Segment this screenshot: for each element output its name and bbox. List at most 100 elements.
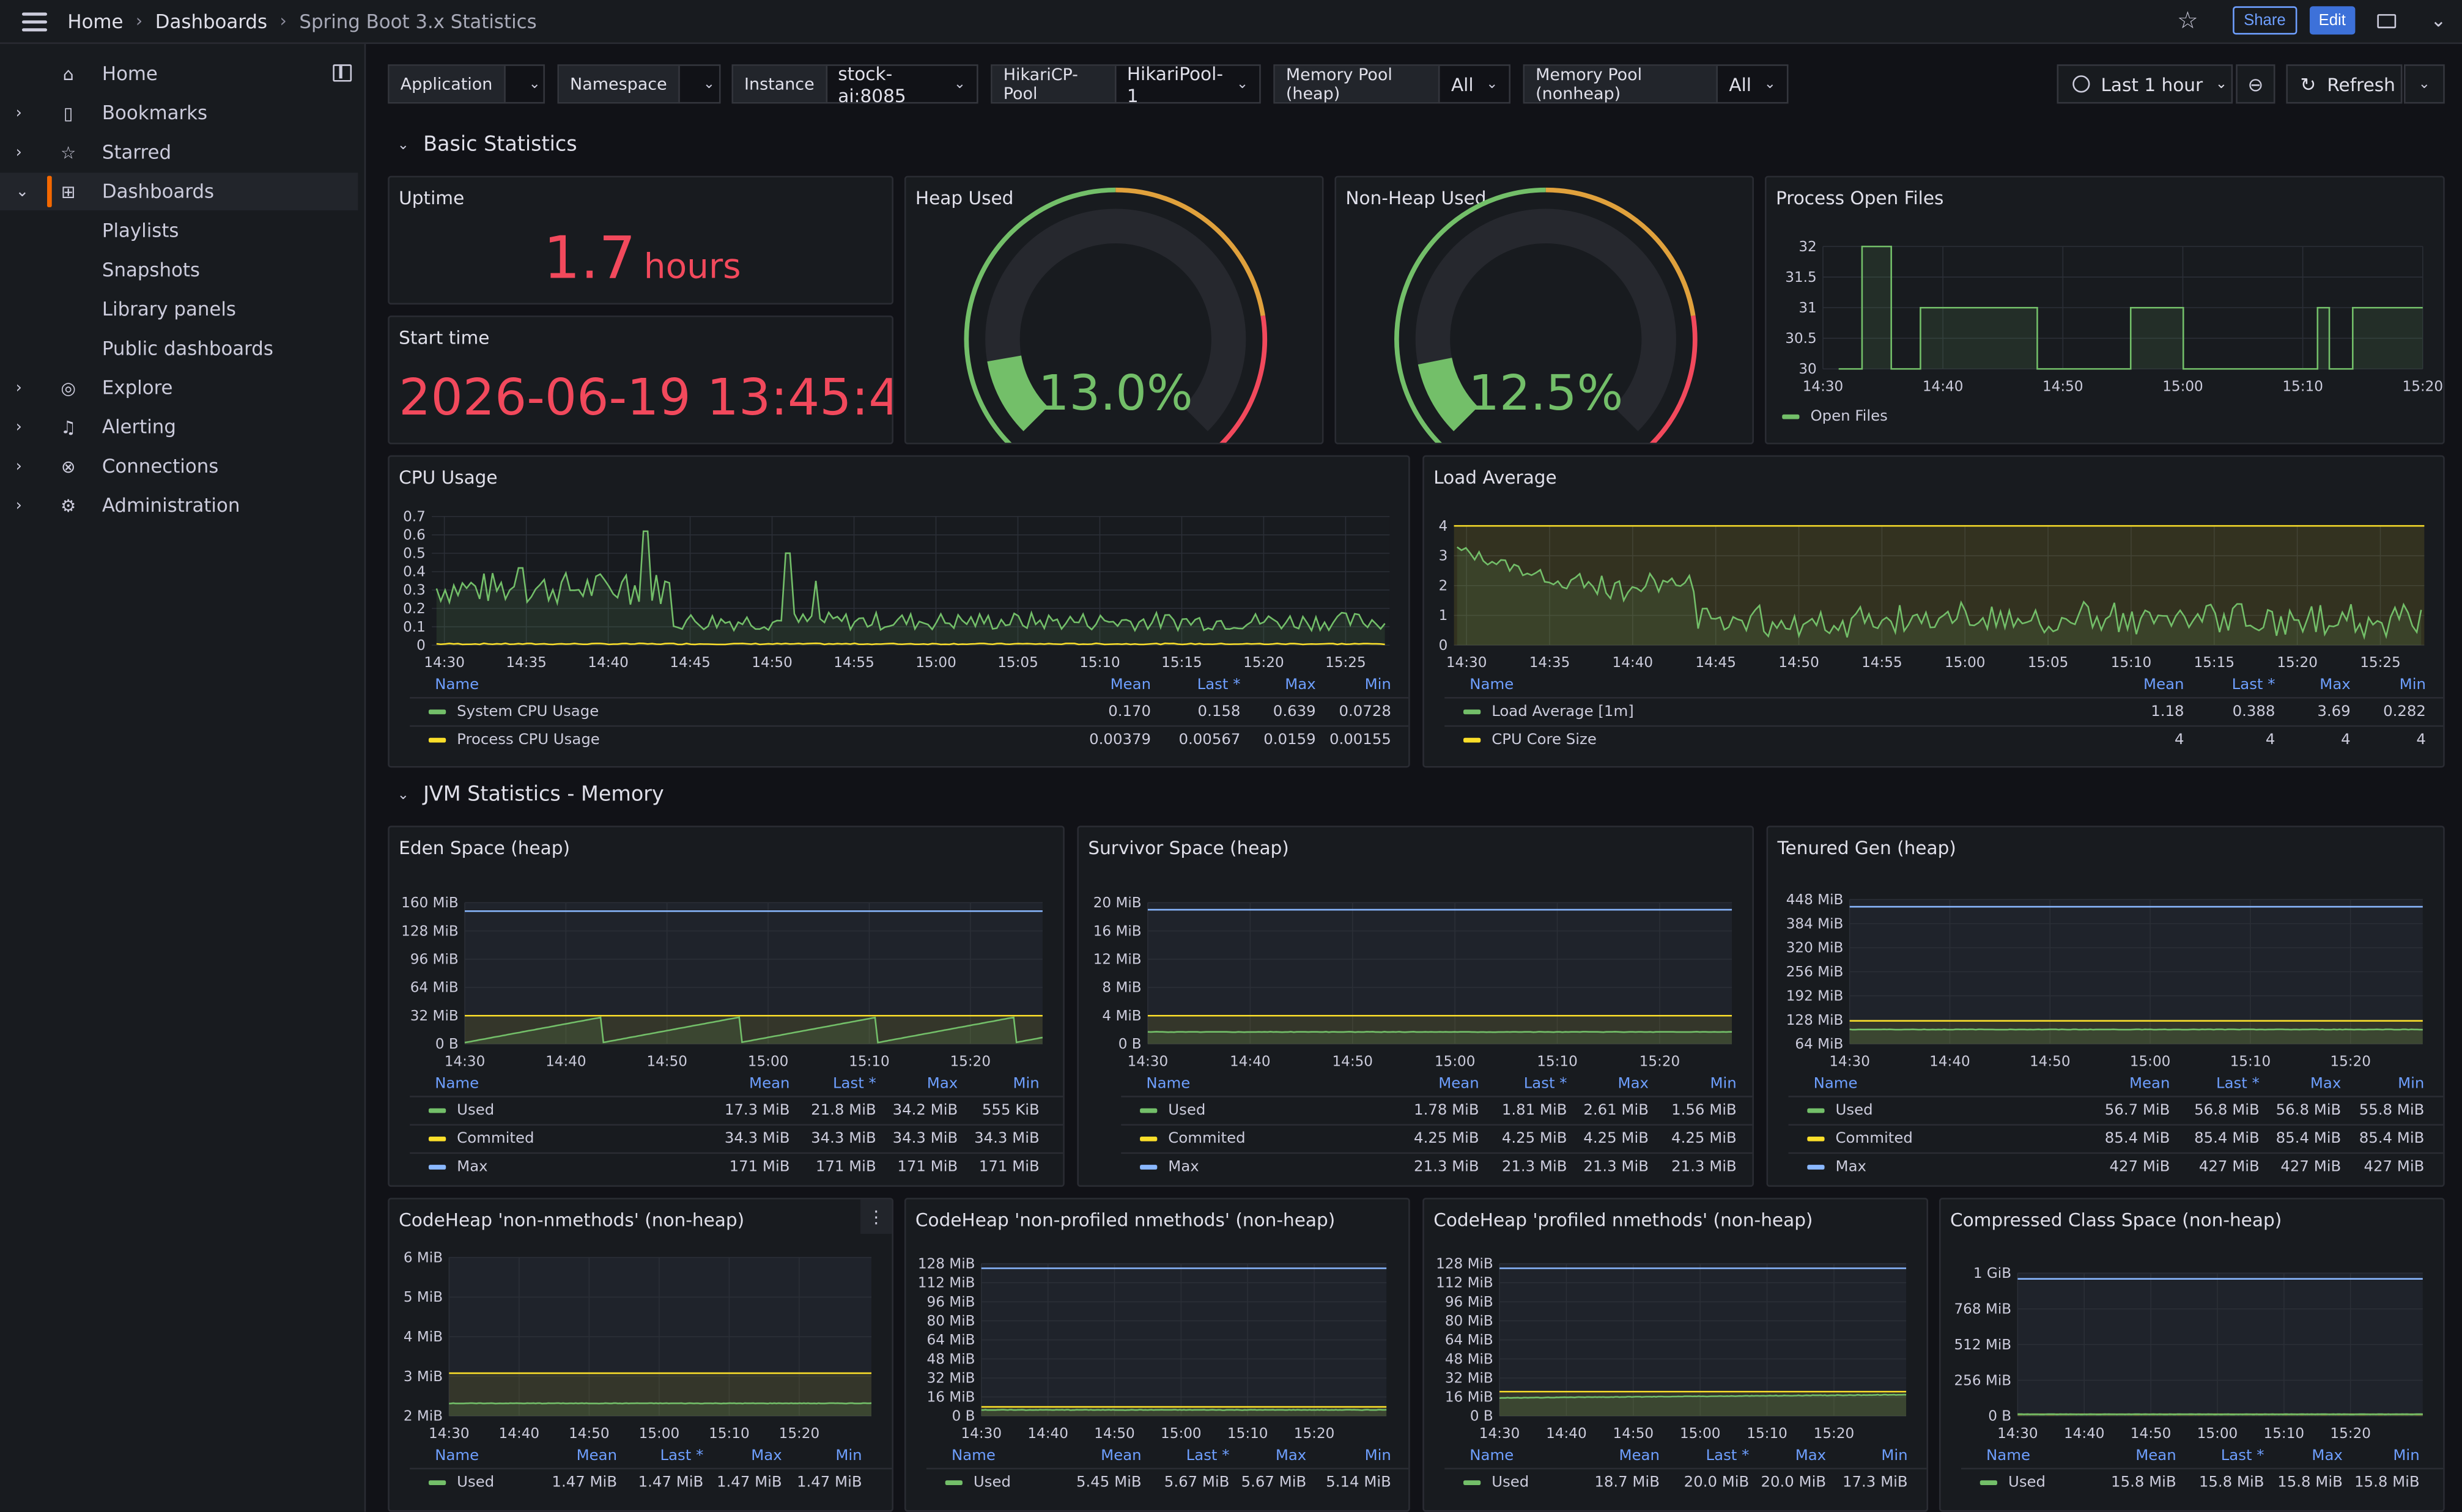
- legend-item-open-files[interactable]: Open Files: [1782, 408, 1888, 426]
- chevron-right-icon[interactable]: ›: [15, 104, 22, 122]
- sidebar-item-starred[interactable]: › ☆ Starred: [0, 133, 358, 171]
- chevron-down-icon[interactable]: ⌄: [15, 183, 29, 201]
- x-tick-label: 14:30: [445, 1053, 486, 1069]
- panel-title: Non-Heap Used: [1345, 186, 1487, 209]
- variable-instance[interactable]: Instance stock-ai:8085 ⌄: [731, 62, 978, 106]
- row-basic-statistics[interactable]: ⌄ Basic Statistics: [397, 133, 577, 157]
- legend-row[interactable]: Commited 4.25 MiB 4.25 MiB 4.25 MiB 4.25 MiB: [1121, 1124, 1753, 1152]
- sidebar-item-connections[interactable]: › ⊗ Connections: [0, 448, 358, 485]
- menu-icon[interactable]: [21, 12, 48, 31]
- chevron-right-icon[interactable]: ›: [15, 418, 22, 436]
- legend-header-mean: Mean: [749, 1075, 790, 1093]
- legend-row[interactable]: System CPU Usage 0.170 0.158 0.639 0.0728: [410, 697, 1409, 725]
- y-tick-label: 96 MiB: [1445, 1294, 1493, 1310]
- sidebar-item-alerting[interactable]: › ♫ Alerting: [0, 408, 358, 446]
- tenured-gen-chart: 448 MiB 384 MiB 320 MiB 256 MiB 192 MiB 128 M…: [1786, 892, 2423, 1069]
- legend-row[interactable]: Used 5.45 MiB 5.67 MiB 5.67 MiB 5.14 MiB: [926, 1467, 1409, 1496]
- sidebar: ⌂ Home › ▯ Bookmarks › ☆ Starred ⌄ ⊞ Das…: [0, 43, 366, 1512]
- x-tick-label: 15:20: [950, 1053, 991, 1069]
- legend-row[interactable]: Process CPU Usage 0.00379 0.00567 0.0159 0.0…: [410, 725, 1409, 753]
- x-tick-label: 15:10: [1079, 655, 1120, 671]
- legend-value-mean: 1.18: [2151, 703, 2184, 721]
- star-icon[interactable]: ☆: [2177, 6, 2198, 35]
- codeheap-non-profiled-chart: 128 MiB 112 MiB 96 MiB 80 MiB 64 MiB 48 MiB 32…: [918, 1256, 1387, 1442]
- legend-row[interactable]: Used 1.78 MiB 1.81 MiB 2.61 MiB 1.56 MiB: [1121, 1096, 1753, 1124]
- cpu-usage-chart: 0.7 0.6 0.5 0.4 0.3 0.2 0.1 014:30 14:35 14:40 14:…: [403, 509, 1390, 671]
- x-tick-label: 14:30: [1128, 1053, 1169, 1069]
- chevron-right-icon[interactable]: ›: [15, 457, 22, 475]
- time-range-picker[interactable]: Last 1 hour ⌄: [2057, 64, 2233, 104]
- sidebar-item-snapshots[interactable]: Snapshots: [102, 259, 201, 281]
- legend-header-max: Max: [1795, 1447, 1827, 1465]
- legend-row[interactable]: Max 21.3 MiB 21.3 MiB 21.3 MiB 21.3 MiB: [1121, 1152, 1753, 1181]
- sidebar-item-explore[interactable]: › ◎ Explore: [0, 369, 358, 407]
- panel-title: Eden Space (heap): [399, 836, 570, 859]
- sidebar-item-bookmarks[interactable]: › ▯ Bookmarks: [0, 94, 358, 132]
- legend-row[interactable]: Used 15.8 MiB 15.8 MiB 15.8 MiB 15.8 MiB: [1961, 1467, 2444, 1496]
- x-tick-label: 15:10: [1227, 1426, 1268, 1442]
- bell-icon: ♫: [61, 416, 76, 438]
- legend-row[interactable]: Load Average [1m] 1.18 0.388 3.69 0.282: [1444, 697, 2444, 725]
- sidebar-item-library-panels[interactable]: Library panels: [102, 298, 236, 320]
- x-tick-label: 15:00: [2162, 378, 2203, 394]
- system-cpu-line-fill: [436, 531, 1385, 646]
- legend-row[interactable]: Used 18.7 MiB 20.0 MiB 20.0 MiB 17.3 MiB: [1444, 1467, 1927, 1496]
- legend-value-mean: 0.170: [1108, 703, 1152, 721]
- legend-row[interactable]: Commited 34.3 MiB 34.3 MiB 34.3 MiB 34.3 MiB: [410, 1124, 1063, 1152]
- variable-namespace[interactable]: Namespace ⌄: [557, 64, 721, 104]
- variable-value: stock-ai:8085: [838, 62, 906, 106]
- variable-memory-pool-heap[interactable]: Memory Pool (heap) All ⌄: [1273, 64, 1511, 104]
- legend-row[interactable]: Used 1.47 MiB 1.47 MiB 1.47 MiB 1.47 MiB: [410, 1467, 892, 1496]
- sidebar-item-home[interactable]: ⌂ Home: [0, 55, 358, 93]
- edit-button[interactable]: Edit: [2309, 6, 2356, 35]
- legend-row[interactable]: Max 427 MiB 427 MiB 427 MiB 427 MiB: [1788, 1152, 2444, 1181]
- chevron-right-icon: ›: [135, 10, 143, 32]
- legend-row[interactable]: Used 17.3 MiB 21.8 MiB 34.2 MiB 555 KiB: [410, 1096, 1063, 1124]
- dock-menu-icon[interactable]: [333, 64, 352, 82]
- legend-value-last: 20.0 MiB: [1684, 1473, 1750, 1492]
- breadcrumb-dashboards[interactable]: Dashboards: [155, 10, 268, 32]
- sidebar-item-administration[interactable]: › ⚙ Administration: [0, 487, 358, 525]
- gauge-track: [1415, 208, 1676, 432]
- variable-application[interactable]: Application ⌄: [388, 64, 545, 104]
- legend-value-min: 15.8 MiB: [2354, 1473, 2420, 1492]
- row-jvm-memory[interactable]: ⌄ JVM Statistics - Memory: [397, 783, 664, 807]
- gauge-threshold-green: [964, 187, 1116, 443]
- sidebar-item-playlists[interactable]: Playlists: [102, 219, 179, 242]
- share-button[interactable]: Share: [2233, 6, 2297, 35]
- chevron-right-icon[interactable]: ›: [15, 496, 22, 514]
- tv-mode-icon[interactable]: [2377, 13, 2396, 28]
- x-tick-label: 14:30: [1479, 1426, 1520, 1442]
- process-cpu-line: [436, 642, 1385, 646]
- heap-used-value: 13.0%: [1038, 366, 1193, 422]
- variable-hikaricp-pool[interactable]: HikariCP-Pool HikariPool-1 ⌄: [991, 62, 1261, 106]
- refresh-interval-dropdown[interactable]: ⌄: [2403, 64, 2445, 104]
- legend-header-last: Last *: [1186, 1447, 1230, 1465]
- variable-memory-pool-nonheap[interactable]: Memory Pool (nonheap) All ⌄: [1523, 64, 1789, 104]
- refresh-button[interactable]: ↻ Refresh: [2286, 64, 2403, 104]
- committed-fill: [1147, 1016, 1732, 1044]
- committed-fill: [449, 1373, 872, 1416]
- chevron-right-icon[interactable]: ›: [15, 143, 22, 161]
- panel-heap-used: Heap Used 13.0%: [904, 175, 1324, 444]
- legend-row[interactable]: Max 171 MiB 171 MiB 171 MiB 171 MiB: [410, 1152, 1063, 1181]
- legend-row[interactable]: CPU Core Size 4 4 4 4: [1444, 725, 2444, 753]
- x-tick-label: 14:30: [961, 1426, 1002, 1442]
- legend-row[interactable]: Commited 85.4 MiB 85.4 MiB 85.4 MiB 85.4 MiB: [1788, 1124, 2444, 1152]
- zoom-out-button[interactable]: ⊖: [2236, 64, 2275, 104]
- y-tick-label: 64 MiB: [410, 980, 459, 996]
- system-cpu-line: [435, 530, 1386, 633]
- panel-menu-icon[interactable]: ⋮: [860, 1199, 892, 1234]
- x-tick-label: 14:50: [1613, 1426, 1654, 1442]
- sidebar-item-public-dashboards[interactable]: Public dashboards: [102, 337, 273, 360]
- y-tick-label: 0.6: [403, 528, 426, 544]
- chevron-down-icon[interactable]: ⌄: [2430, 9, 2447, 32]
- breadcrumb-home[interactable]: Home: [67, 10, 124, 32]
- x-tick-label: 14:40: [1929, 1053, 1970, 1069]
- y-tick-label: 64 MiB: [1445, 1332, 1493, 1348]
- legend-value-min: 171 MiB: [978, 1158, 1040, 1176]
- sidebar-item-dashboards[interactable]: ⌄ ⊞ Dashboards: [0, 172, 358, 211]
- legend-row[interactable]: Used 56.7 MiB 56.8 MiB 56.8 MiB 55.8 MiB: [1788, 1096, 2444, 1124]
- chevron-right-icon[interactable]: ›: [15, 379, 22, 397]
